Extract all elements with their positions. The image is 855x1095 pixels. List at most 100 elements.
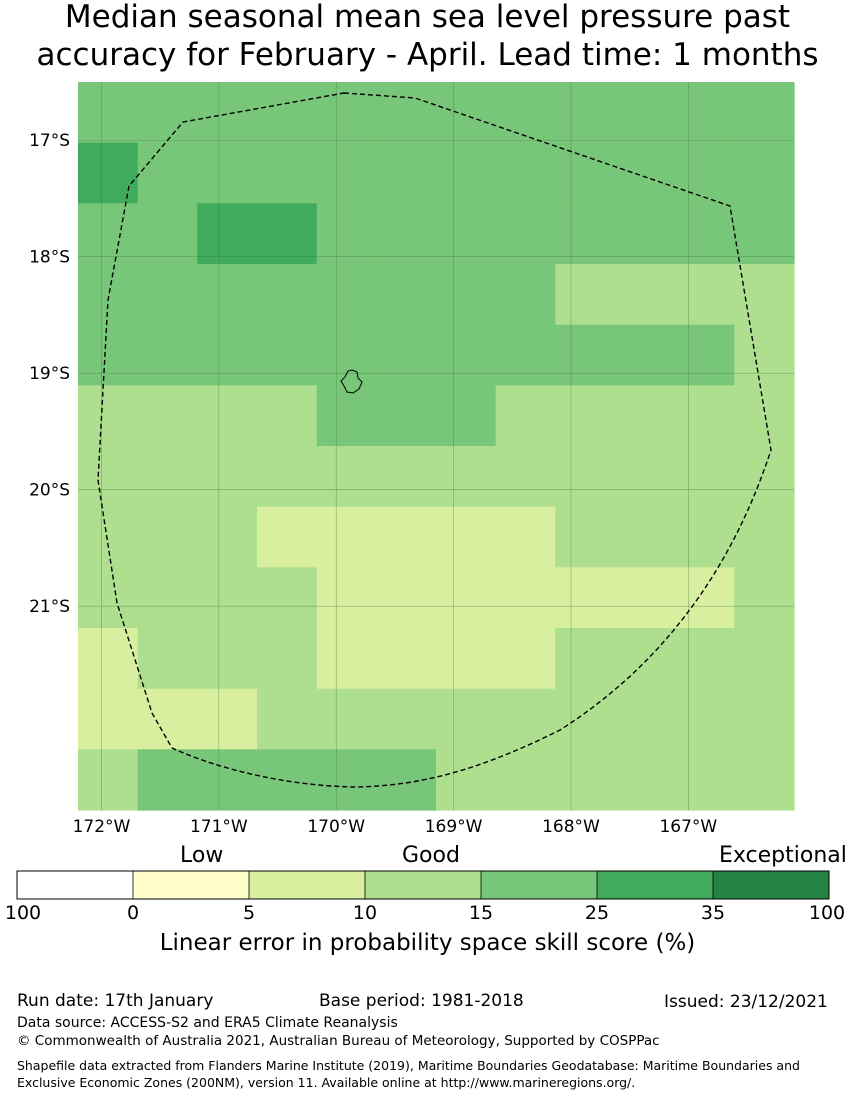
skill-cell: [436, 688, 497, 750]
skill-cell: [674, 506, 735, 568]
skill-cell: [316, 385, 377, 447]
skill-cell: [436, 82, 497, 144]
graticule: [78, 82, 794, 810]
colorbar-tick-label: 10: [352, 902, 378, 924]
colorbar-tick-label: 100: [808, 902, 846, 924]
colorbar-segment: [365, 871, 482, 899]
skill-cell: [197, 142, 258, 204]
skill-cell: [436, 385, 497, 447]
skill-cell: [137, 82, 198, 144]
skill-cell: [615, 324, 676, 386]
skill-cell: [615, 506, 676, 568]
skill-cell: [495, 446, 556, 508]
island-outline: [340, 369, 363, 394]
colorbar: [16, 870, 830, 900]
colorbar-tick-label: 15: [468, 902, 494, 924]
longitude-label: 169°W: [425, 817, 483, 837]
skill-cell: [436, 203, 497, 265]
skill-cell: [137, 264, 198, 326]
colorbar-segment: [249, 871, 366, 899]
skill-cell: [197, 324, 258, 386]
skill-cell: [495, 82, 556, 144]
longitude-labels: 172°W 171°W 170°W 169°W 168°W 167°W: [73, 817, 718, 837]
skill-cell: [316, 446, 377, 508]
skill-cell: [615, 82, 676, 144]
skill-cell: [615, 385, 676, 447]
eez-boundary: [97, 92, 772, 788]
skill-cell: [78, 203, 139, 265]
skill-cell: [436, 324, 497, 386]
skill-cell: [316, 749, 377, 811]
skill-cell: [197, 264, 258, 326]
skill-cell: [734, 385, 795, 447]
skill-cell: [495, 324, 556, 386]
skill-cell: [316, 324, 377, 386]
skill-cell: [674, 628, 735, 690]
skill-cell: [257, 324, 318, 386]
skill-cell: [436, 142, 497, 204]
colorbar-tick-label: 25: [584, 902, 610, 924]
skill-cell: [257, 385, 318, 447]
skill-cell: [78, 688, 139, 750]
skill-cell: [615, 749, 676, 811]
skill-cell: [197, 385, 258, 447]
longitude-label: 171°W: [190, 817, 248, 837]
skill-cell: [495, 567, 556, 629]
skill-cell: [734, 749, 795, 811]
skill-cell: [316, 628, 377, 690]
skill-cell: [78, 142, 139, 204]
skill-cell: [316, 567, 377, 629]
longitude-label: 168°W: [542, 817, 600, 837]
latitude-labels: 17°S 18°S 19°S 20°S 21°S: [29, 131, 70, 617]
skill-cell: [555, 82, 616, 144]
title-line-2: accuracy for February - April. Lead time…: [36, 37, 819, 73]
longitude-label: 167°W: [659, 817, 717, 837]
skill-cell: [436, 567, 497, 629]
colorbar-label: Linear error in probability space skill …: [159, 930, 696, 956]
copyright: © Commonwealth of Australia 2021, Austra…: [17, 1033, 660, 1049]
skill-cell: [495, 385, 556, 447]
skill-cell: [137, 567, 198, 629]
skill-cell: [197, 203, 258, 265]
skill-cell: [734, 324, 795, 386]
skill-cell: [257, 446, 318, 508]
skill-cell: [674, 688, 735, 750]
skill-cell: [137, 628, 198, 690]
skill-cell: [137, 506, 198, 568]
skill-cell: [555, 446, 616, 508]
colorbar-tick-label: 5: [242, 902, 256, 924]
skill-cell: [495, 142, 556, 204]
skill-cell: [555, 142, 616, 204]
skill-cell: [257, 142, 318, 204]
skill-cell: [197, 506, 258, 568]
skill-cell: [555, 324, 616, 386]
skill-cell: [316, 142, 377, 204]
skill-cell: [615, 567, 676, 629]
colorbar-outline: [16, 870, 830, 900]
skill-cell: [257, 688, 318, 750]
skill-cell: [197, 628, 258, 690]
skill-cell: [376, 628, 437, 690]
skill-cell: [376, 506, 437, 568]
skill-cell: [376, 264, 437, 326]
skill-cell: [734, 82, 795, 144]
skill-cell: [78, 446, 139, 508]
run-date: Run date: 17th January: [17, 991, 214, 1011]
skill-cell: [78, 506, 139, 568]
skill-cell: [674, 446, 735, 508]
skill-cell: [555, 385, 616, 447]
colorbar-header-exceptional: Exceptional: [719, 843, 847, 868]
skill-cell: [674, 749, 735, 811]
colorbar-segment: [713, 871, 830, 899]
latitude-label: 19°S: [29, 364, 70, 384]
skill-cell: [316, 688, 377, 750]
colorbar-segment: [597, 871, 714, 899]
skill-cell: [615, 628, 676, 690]
skill-cell: [78, 82, 139, 144]
skill-cell: [495, 749, 556, 811]
colorbar-tick-label: 0: [126, 902, 140, 924]
issued-date: Issued: 23/12/2021: [664, 992, 828, 1012]
skill-cell: [78, 567, 139, 629]
skill-cell: [734, 688, 795, 750]
skill-cell: [674, 567, 735, 629]
